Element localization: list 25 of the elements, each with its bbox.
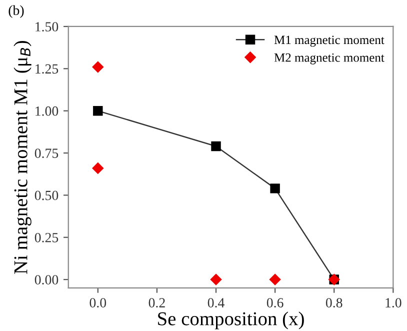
y-tick-label: 1.50 [36,22,58,32]
point [269,274,281,286]
legend-label: M1 magnetic moment [274,36,384,47]
y-tick-label: 0.00 [34,275,58,285]
x-tick-label: 1.0 [386,298,402,308]
point [92,61,104,73]
x-axis-title: Se composition (x) [158,312,304,330]
point [93,106,103,116]
y-tick-label: 1.00 [36,106,58,116]
text: (b) [8,5,24,18]
x-tick-label: 0.8 [326,298,342,308]
x-tick-label: 0.6 [266,298,284,308]
y-tick-label: 0.75 [34,148,58,158]
x-tick-label: 0.0 [90,298,106,308]
x-tick-label: 0.2 [148,298,165,308]
point [92,162,104,174]
x-tick-label: 0.4 [208,298,224,308]
y-axis-title: Ni magnetic moment M1 (μ$_{B}$) [14,41,32,274]
y-tick-label: 0.25 [34,232,58,242]
y-tick-label: 0.50 [34,190,58,200]
y-tick-label: 1.25 [36,64,58,74]
legend-label: M2 magnetic moment [274,53,384,64]
point [210,274,222,286]
point [211,141,221,152]
point [270,184,280,194]
